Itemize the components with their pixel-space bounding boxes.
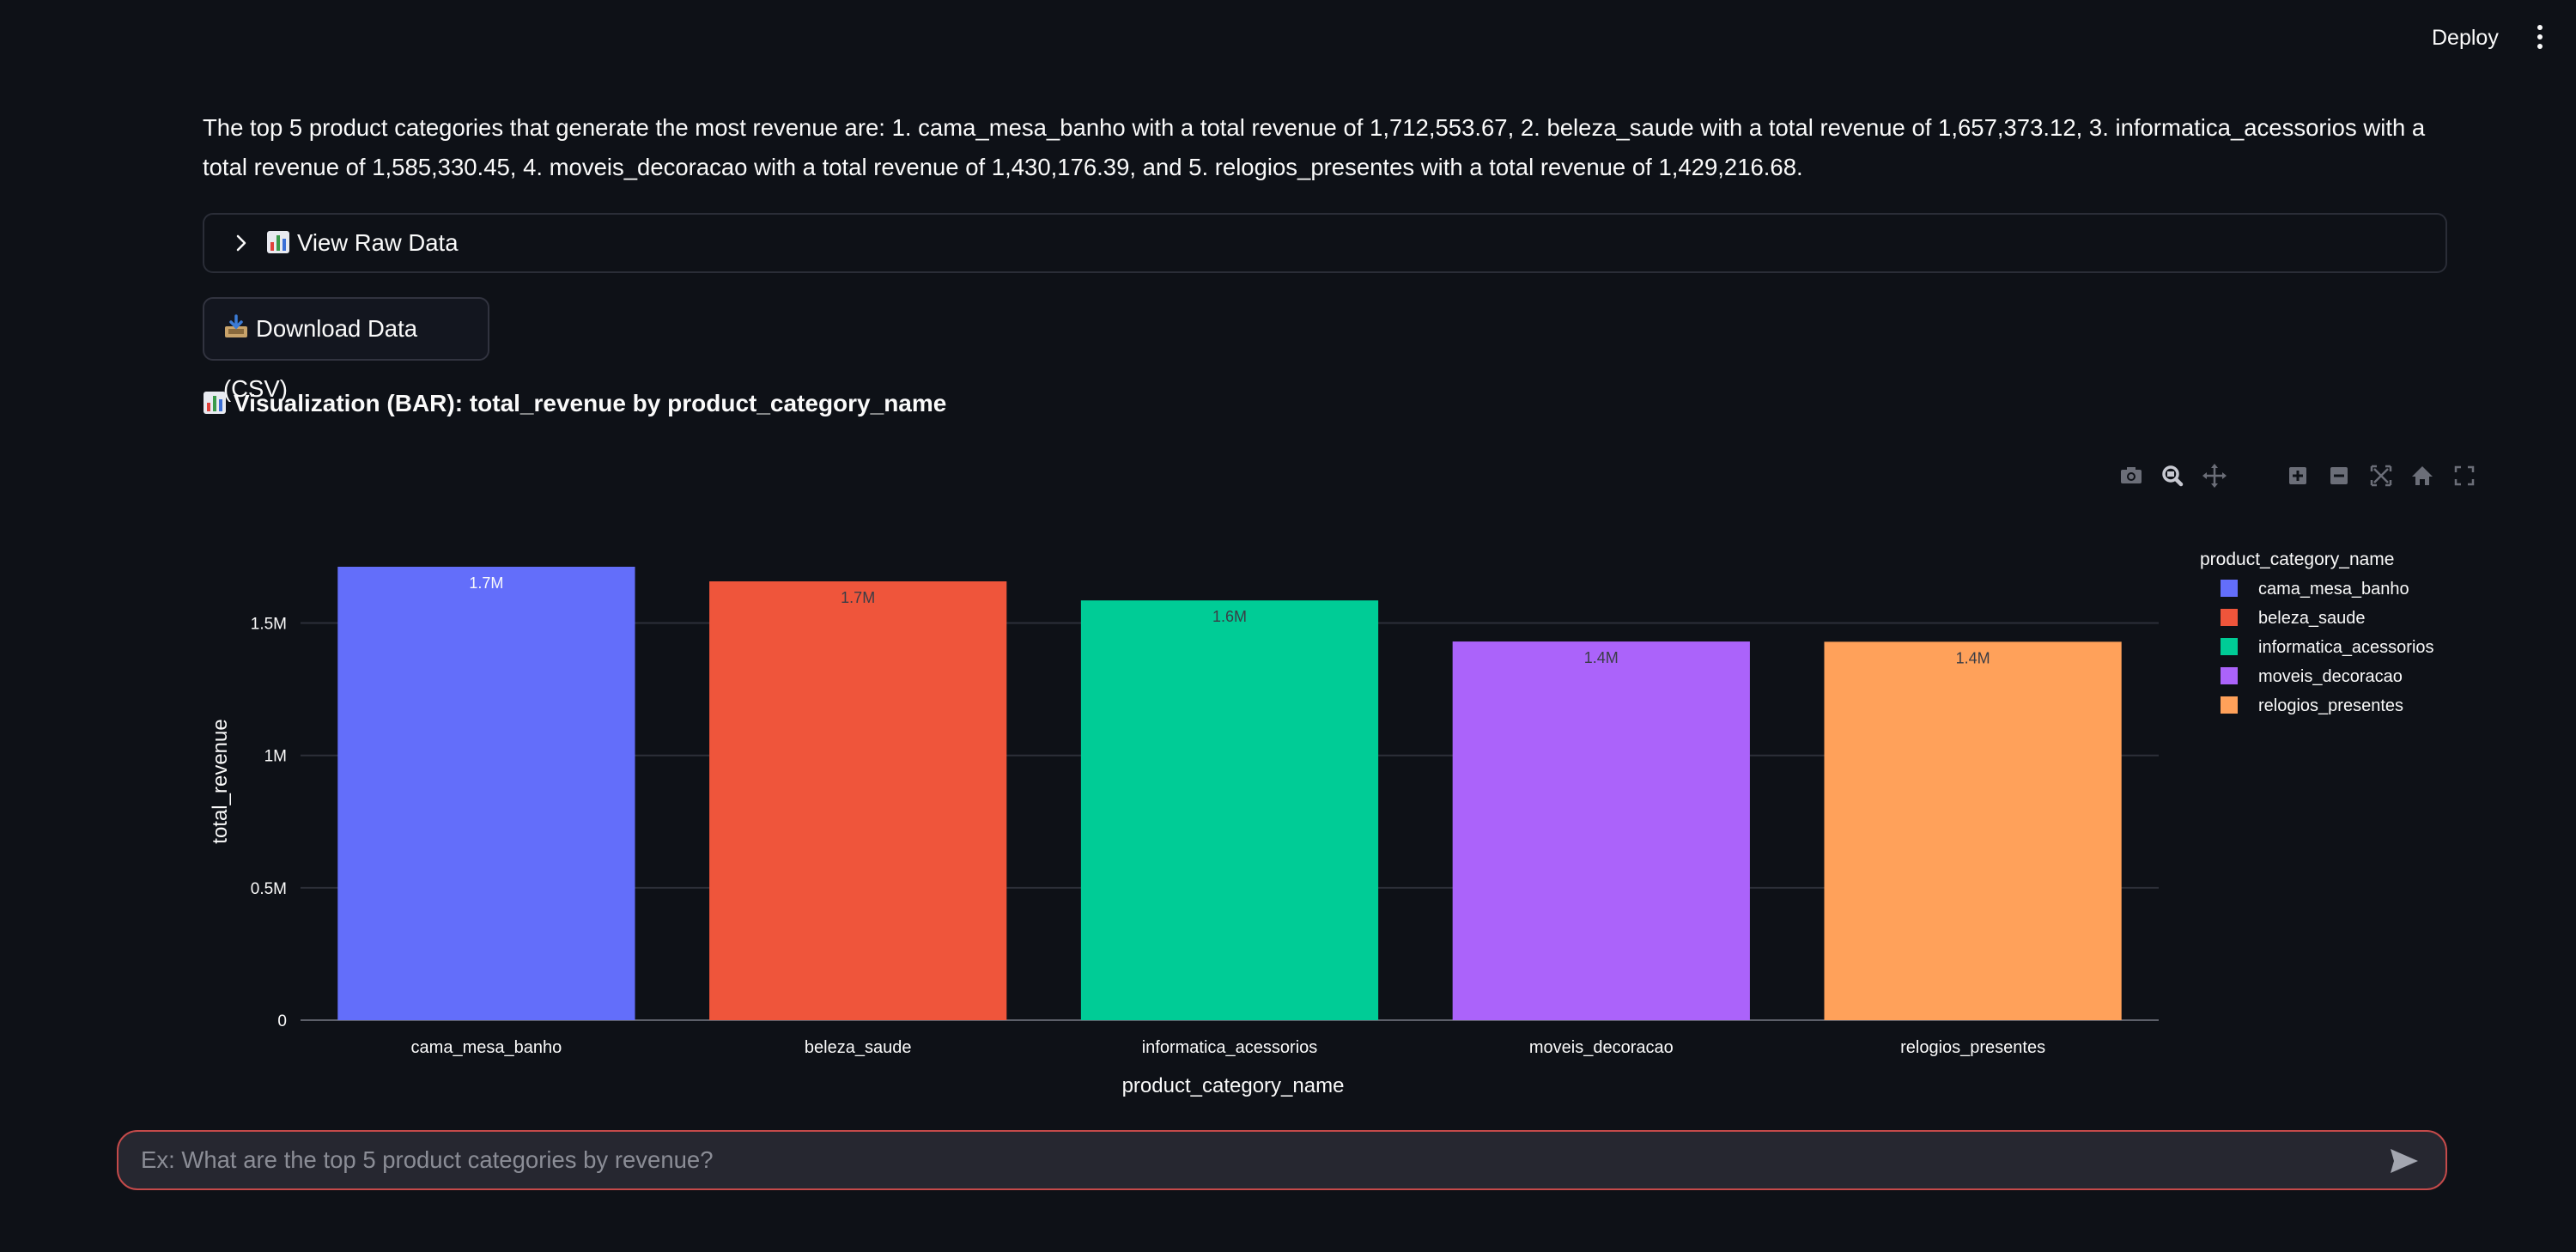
x-tick-label: relogios_presentes: [1900, 1038, 2045, 1057]
y-tick-label: 1.5M: [251, 616, 287, 634]
data-label: 1.6M: [1212, 608, 1247, 625]
bar-beleza_saude: [709, 581, 1007, 1020]
zoom-icon[interactable]: [2154, 459, 2191, 493]
legend-item: beleza_saude: [2258, 609, 2366, 628]
x-axis-title: product_category_name: [1122, 1074, 1345, 1097]
deploy-button[interactable]: Deploy: [2432, 26, 2499, 50]
legend-swatch: [2221, 638, 2238, 655]
bar-cama_mesa_banho: [337, 567, 635, 1020]
legend-item: informatica_acessorios: [2258, 638, 2434, 657]
y-tick-label: 0.5M: [251, 880, 287, 898]
x-tick-label: moveis_decoracao: [1529, 1038, 1674, 1057]
legend-swatch: [2221, 609, 2238, 626]
legend-swatch: [2221, 696, 2238, 714]
x-tick-label: cama_mesa_banho: [411, 1038, 562, 1057]
chat-input[interactable]: [141, 1140, 2373, 1180]
download-csv-button[interactable]: Download Data (CSV): [203, 297, 489, 402]
x-tick-label: informatica_acessorios: [1142, 1038, 1318, 1057]
expander-label: View Raw Data: [266, 215, 459, 271]
data-label: 1.7M: [469, 574, 503, 592]
y-tick-label: 1M: [264, 748, 287, 766]
expander-label-text: View Raw Data: [297, 229, 459, 256]
legend-swatch: [2221, 667, 2238, 684]
bar-informatica_acessorios: [1080, 600, 1379, 1020]
chart-modebar: [2112, 459, 2483, 493]
download-label: Download Data (CSV): [223, 315, 418, 402]
legend-item: moveis_decoracao: [2258, 667, 2403, 686]
chat-input-box: [117, 1130, 2447, 1190]
legend-swatch: [2221, 580, 2238, 597]
camera-icon[interactable]: [2112, 459, 2150, 493]
bar-chart-icon: [204, 392, 226, 414]
bar-chart-icon: [267, 231, 289, 253]
legend-item: cama_mesa_banho: [2258, 580, 2409, 599]
main-menu-icon[interactable]: [2530, 21, 2550, 55]
zoom-in-icon[interactable]: [2279, 459, 2317, 493]
bar-relogios_presentes: [1824, 641, 2122, 1020]
chevron-right-icon: [236, 234, 246, 252]
y-axis-title: total_revenue: [209, 719, 232, 843]
autoscale-icon[interactable]: [2362, 459, 2400, 493]
data-label: 1.7M: [841, 589, 875, 606]
legend-title: product_category_name: [2200, 550, 2394, 569]
data-label: 1.4M: [1956, 649, 1990, 666]
top-bar: Deploy: [0, 0, 2576, 76]
zoom-out-icon[interactable]: [2320, 459, 2358, 493]
visualization-heading-text: Visualization (BAR): total_revenue by pr…: [234, 390, 947, 416]
data-label: 1.4M: [1584, 649, 1619, 666]
send-icon[interactable]: [2387, 1146, 2421, 1176]
inbox-tray-icon: [225, 314, 247, 337]
y-tick-label: 0: [277, 1012, 287, 1030]
visualization-heading: Visualization (BAR): total_revenue by pr…: [203, 385, 946, 422]
home-icon[interactable]: [2403, 459, 2441, 493]
pan-icon[interactable]: [2196, 459, 2233, 493]
bar-moveis_decoracao: [1452, 641, 1750, 1020]
fullscreen-icon[interactable]: [2445, 459, 2483, 493]
legend-item: relogios_presentes: [2258, 696, 2403, 715]
x-tick-label: beleza_saude: [805, 1038, 912, 1057]
answer-text: The top 5 product categories that genera…: [203, 114, 2426, 180]
view-raw-data-expander[interactable]: View Raw Data: [203, 213, 2447, 273]
